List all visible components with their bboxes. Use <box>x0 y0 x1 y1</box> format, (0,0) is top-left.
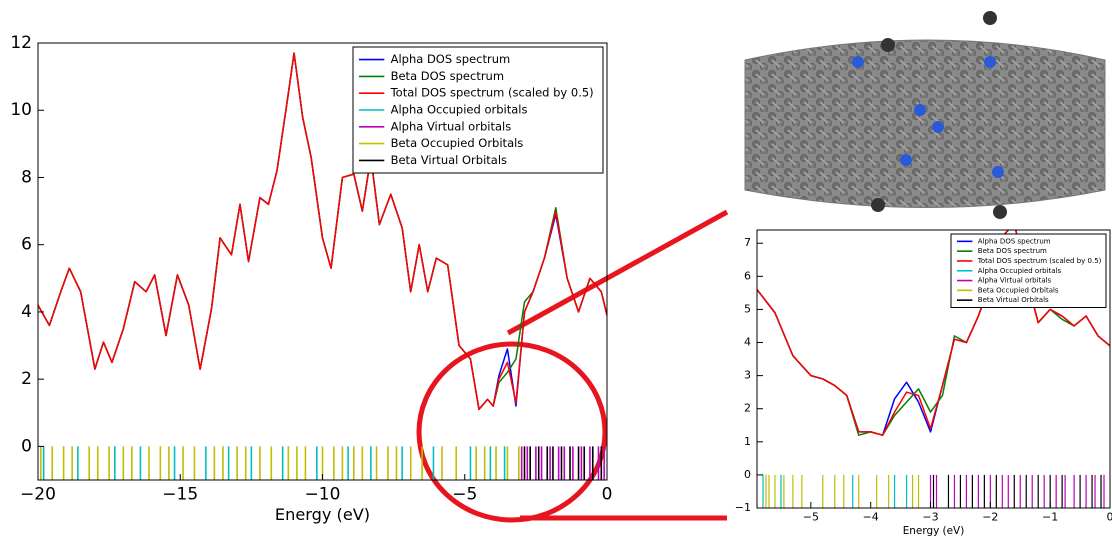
y-tick-label: 6 <box>21 235 32 255</box>
x-axis-label: Energy (eV) <box>903 525 965 537</box>
nitrogen-atom <box>992 166 1004 178</box>
carbon-atom <box>871 198 885 212</box>
nitrogen-atom <box>852 56 864 68</box>
y-tick-label: 0 <box>744 468 751 481</box>
legend-label: Beta DOS spectrum <box>391 69 504 83</box>
x-tick-label: −2 <box>982 510 998 523</box>
carbon-atom <box>881 38 895 52</box>
chart: −20 −15 −10 −5 0 0 2 4 6 8 10 12 Energy (eV) Alpha DO… <box>10 33 612 524</box>
y-tick-label: −1 <box>735 501 751 514</box>
x-tick-label: −3 <box>922 510 938 523</box>
legend-label: Beta Virtual Orbitals <box>978 296 1049 304</box>
legend: Alpha DOS spectrum Beta DOS spectrum Total… <box>353 47 603 173</box>
figure: −20−15−10−50024681012Energy (eV)Alpha DO… <box>0 0 1112 538</box>
x-tick-label: −20 <box>20 484 56 504</box>
y-tick-label: 3 <box>744 369 751 382</box>
legend-label: Beta Virtual Orbitals <box>391 153 507 167</box>
x-tick-label: −15 <box>162 484 198 504</box>
nitrogen-atom <box>932 121 944 133</box>
nitrogen-atom <box>914 104 926 116</box>
legend-label: Alpha Occupied orbitals <box>391 103 528 117</box>
legend-label: Beta Occupied Orbitals <box>978 286 1059 294</box>
nitrogen-atom <box>984 56 996 68</box>
x-tick-label: −4 <box>863 510 879 523</box>
legend-label: Beta DOS spectrum <box>978 247 1047 255</box>
carbon-atom <box>993 205 1007 219</box>
y-tick-label: 1 <box>744 435 751 448</box>
y-tick-label: 4 <box>744 336 751 349</box>
y-tick-label: 2 <box>744 402 751 415</box>
legend-label: Alpha DOS spectrum <box>391 52 511 66</box>
y-tick-label: 0 <box>21 436 32 456</box>
x-tick-label: −1 <box>1042 510 1058 523</box>
nitrogen-atom <box>900 154 912 166</box>
nanotube <box>745 40 1105 208</box>
x-tick-label: −10 <box>305 484 341 504</box>
y-tick-label: 7 <box>744 236 751 249</box>
legend-label: Total DOS spectrum (scaled by 0.5) <box>390 86 594 100</box>
x-tick-label: 0 <box>1107 510 1112 523</box>
y-tick-label: 5 <box>744 302 751 315</box>
x-axis-label: Energy (eV) <box>275 505 370 524</box>
y-tick-label: 4 <box>21 302 32 322</box>
legend-label: Alpha Occupied orbitals <box>978 267 1062 275</box>
legend-label: Beta Occupied Orbitals <box>391 136 524 150</box>
molecule <box>745 11 1105 219</box>
x-tick-label: −5 <box>452 484 477 504</box>
carbon-atom <box>983 11 997 25</box>
y-tick-label: 10 <box>10 100 32 120</box>
zoom-line <box>508 212 727 333</box>
y-tick-label: 6 <box>744 269 751 282</box>
y-tick-label: 12 <box>10 33 32 53</box>
x-tick-label: 0 <box>602 484 613 504</box>
legend-label: Alpha Virtual orbitals <box>391 119 512 133</box>
y-tick-label: 8 <box>21 167 32 187</box>
y-tick-label: 2 <box>21 369 32 389</box>
legend-label: Alpha DOS spectrum <box>978 237 1051 245</box>
legend: Alpha DOS spectrum Beta DOS spectrum Total… <box>951 234 1106 308</box>
x-tick-label: −5 <box>803 510 819 523</box>
legend-label: Alpha Virtual orbitals <box>978 277 1052 285</box>
legend-label: Total DOS spectrum (scaled by 0.5) <box>977 257 1102 265</box>
chart: −5 −4 −3 −2 −1 0 −1 0 1 2 3 4 5 6 7 Energy (eV) Alpha DO… <box>735 223 1112 537</box>
zoom-circle <box>419 344 605 520</box>
